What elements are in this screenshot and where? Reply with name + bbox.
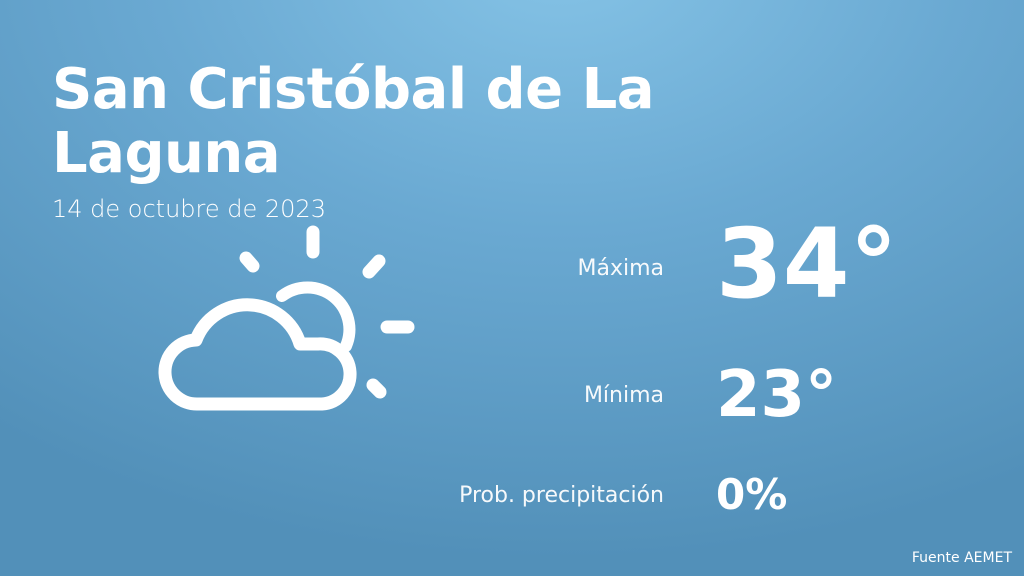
forecast-date: 14 de octubre de 2023 (52, 195, 326, 223)
city-title: San Cristóbal de La Laguna (52, 57, 655, 186)
partly-cloudy-icon (158, 225, 415, 411)
max-value: 34° (716, 208, 898, 320)
source-credit: Fuente AEMET (911, 550, 1012, 566)
min-value: 23° (716, 358, 838, 432)
min-label: Mínima (583, 383, 664, 408)
precip-value: 0% (716, 470, 788, 519)
precip-label: Prob. precipitación (459, 483, 664, 508)
max-label: Máxima (577, 256, 664, 281)
